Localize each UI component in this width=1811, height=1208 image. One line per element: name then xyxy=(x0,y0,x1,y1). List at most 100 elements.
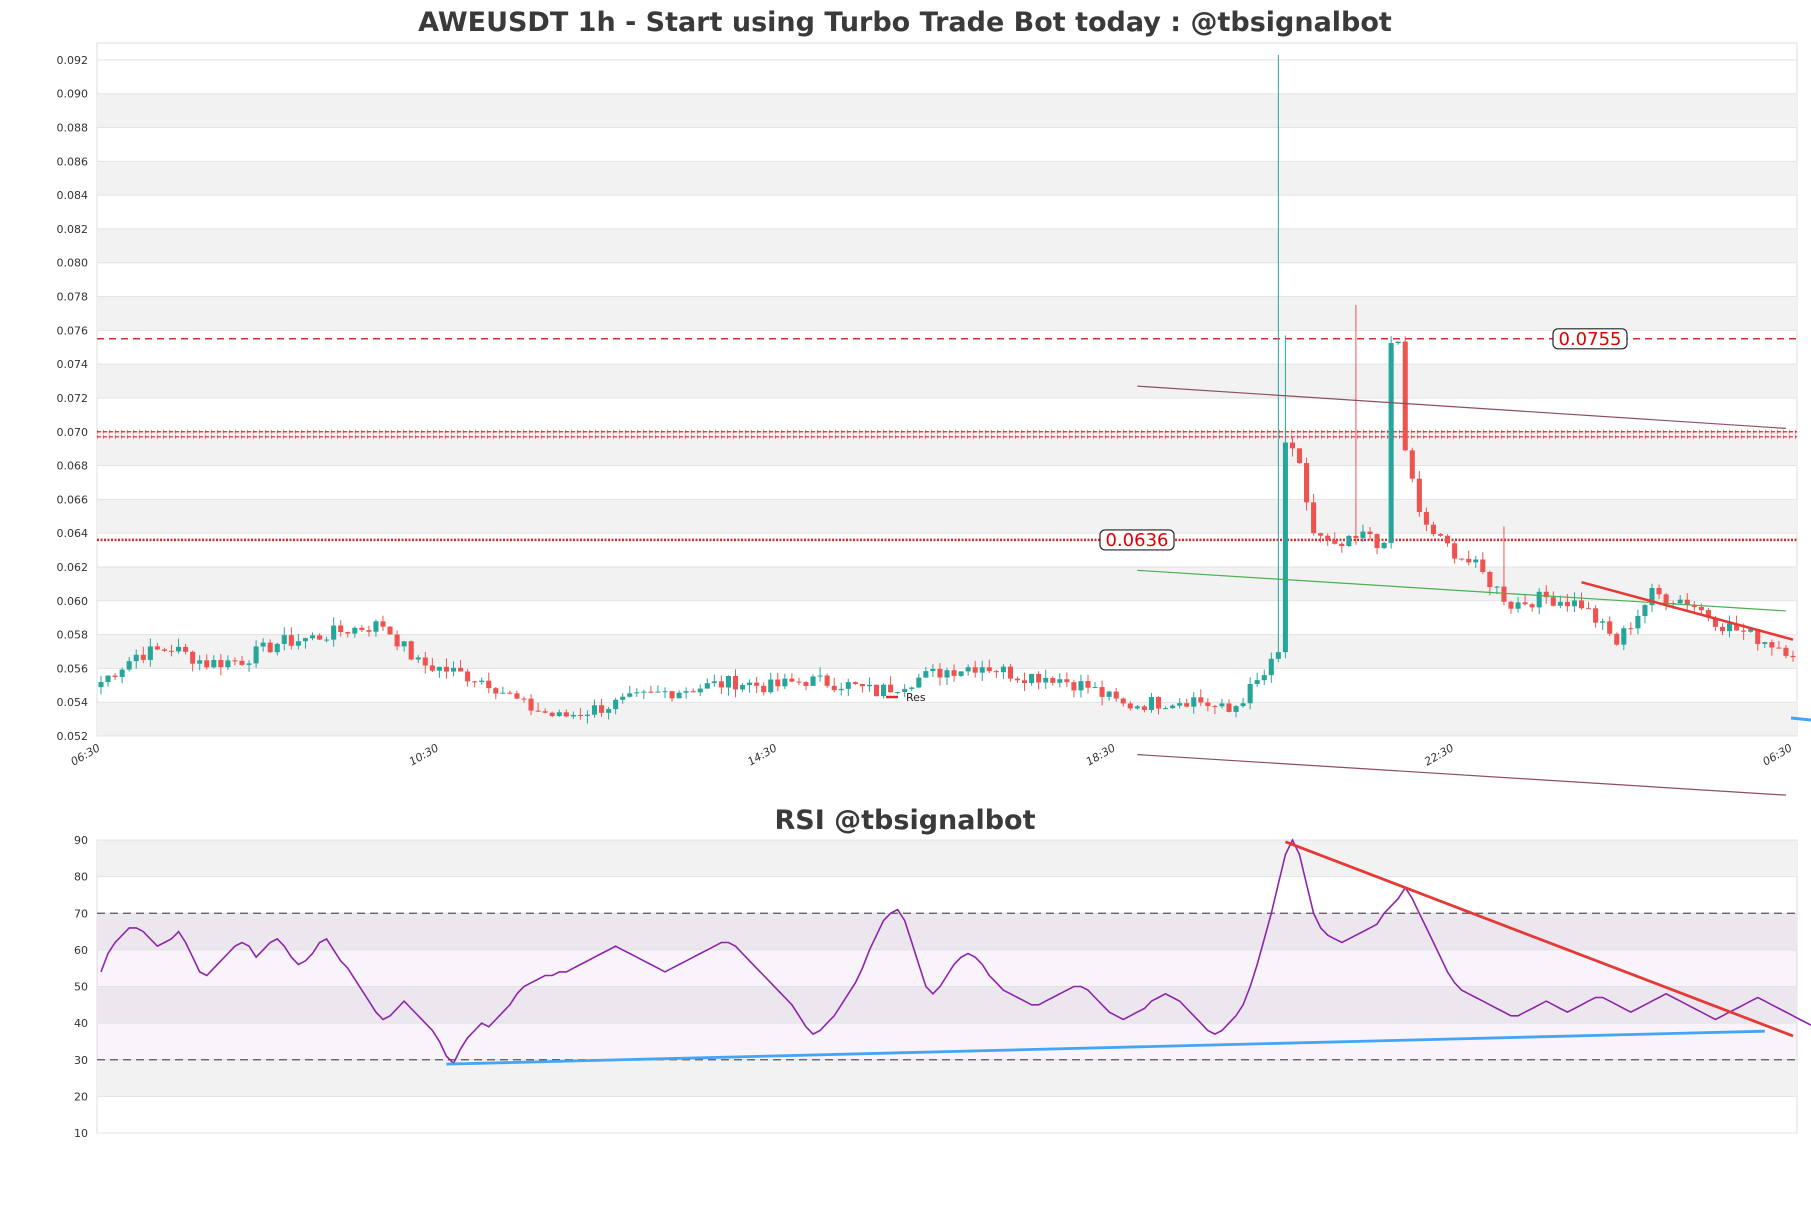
candle-body xyxy=(338,625,344,633)
candle-body xyxy=(866,684,872,687)
candle xyxy=(563,709,569,718)
candle-body xyxy=(641,691,647,693)
main-y-tick-label: 0.088 xyxy=(57,122,89,135)
candle xyxy=(951,664,957,682)
candle xyxy=(1311,494,1317,536)
candle xyxy=(246,660,252,672)
candle xyxy=(690,688,696,693)
rsi-trend-line-blue xyxy=(446,1029,1765,1066)
candle-body xyxy=(309,635,316,639)
candle-body xyxy=(1325,535,1331,541)
rsi-trend-lines xyxy=(446,840,1794,1066)
candle-body xyxy=(521,698,527,700)
rsi-y-tick-label: 20 xyxy=(74,1090,88,1103)
candle-body xyxy=(1141,706,1147,710)
candle xyxy=(1163,706,1169,710)
candle-body xyxy=(1719,626,1726,632)
candle-body xyxy=(986,667,992,672)
candle-body xyxy=(211,660,217,668)
candle xyxy=(1268,652,1274,683)
candle-body xyxy=(528,698,534,711)
main-x-tick-label: 14:30 xyxy=(745,741,779,768)
main-y-tick-label: 0.062 xyxy=(57,561,89,574)
candle-body xyxy=(190,651,196,664)
rsi-line xyxy=(100,838,1811,1065)
candle-body xyxy=(204,660,210,668)
candle xyxy=(204,654,210,670)
candle-body xyxy=(1106,691,1112,697)
candle xyxy=(725,675,731,696)
candle-body xyxy=(789,678,795,682)
candle-body xyxy=(1522,602,1528,605)
candle-body xyxy=(1177,703,1183,706)
candle-body xyxy=(930,668,936,672)
candle xyxy=(1437,532,1444,537)
candle-body xyxy=(465,671,471,682)
candle-body xyxy=(1776,647,1782,649)
candle-body xyxy=(556,712,562,716)
candle xyxy=(845,678,851,696)
candle xyxy=(1550,591,1556,607)
candle-body xyxy=(1712,617,1718,627)
candle xyxy=(1353,304,1359,545)
candle xyxy=(521,696,527,703)
candle xyxy=(1014,676,1021,683)
main-band xyxy=(97,702,1797,736)
candle xyxy=(429,658,435,673)
candle-body xyxy=(1014,678,1021,681)
candle-body xyxy=(345,632,351,634)
main-y-tick-label: 0.052 xyxy=(57,730,89,743)
candle-body xyxy=(570,714,576,717)
rsi-level-lines xyxy=(97,912,1797,1061)
candle xyxy=(401,641,407,652)
candle xyxy=(1571,592,1577,612)
candle-body xyxy=(1085,681,1091,688)
candle xyxy=(1346,534,1352,548)
candle xyxy=(711,674,717,687)
rsi-y-tick-label: 60 xyxy=(74,944,88,957)
rsi-band xyxy=(97,1059,1797,1097)
candle-body xyxy=(1452,543,1458,559)
candle xyxy=(1261,669,1267,685)
candle-body xyxy=(1536,591,1542,608)
candle xyxy=(1099,680,1105,706)
candle-body xyxy=(1769,642,1775,648)
candle-body xyxy=(1036,673,1042,683)
candle-body xyxy=(246,663,252,665)
candle xyxy=(1459,558,1465,561)
candle-body xyxy=(754,682,760,686)
candle-body xyxy=(1057,679,1063,683)
candle xyxy=(930,664,936,678)
candle xyxy=(500,686,506,694)
main-y-axis: 0.052 0.054 0.056 0.058 0.060 0.062 0.064 0.066… xyxy=(57,54,89,743)
candle-body xyxy=(1607,621,1613,634)
candle xyxy=(1543,585,1549,604)
candle xyxy=(1769,639,1775,656)
candle xyxy=(1452,541,1458,564)
candle-body xyxy=(366,630,372,632)
candle-body xyxy=(838,688,844,691)
candle-body xyxy=(944,670,950,678)
candle-body xyxy=(1656,588,1662,595)
candle-body xyxy=(1642,605,1648,616)
candle-body xyxy=(972,667,978,673)
candle-body xyxy=(704,683,710,689)
candle xyxy=(380,615,386,631)
candle xyxy=(620,693,626,704)
candle xyxy=(1332,532,1338,545)
main-band xyxy=(97,161,1797,196)
candle-body xyxy=(1374,534,1380,549)
candle-body xyxy=(1275,652,1281,659)
candle xyxy=(260,638,266,652)
main-y-tick-label: 0.056 xyxy=(57,662,89,675)
main-y-tick-label: 0.074 xyxy=(57,358,89,371)
candle-body xyxy=(1226,703,1232,712)
candle xyxy=(465,668,471,687)
candle xyxy=(359,625,365,633)
trend-line-brown xyxy=(1137,753,1786,796)
candle-body xyxy=(1311,502,1317,534)
candle-body xyxy=(1155,697,1162,709)
candle xyxy=(986,659,992,674)
candle-body xyxy=(281,635,287,644)
main-y-tick-label: 0.054 xyxy=(57,696,89,709)
